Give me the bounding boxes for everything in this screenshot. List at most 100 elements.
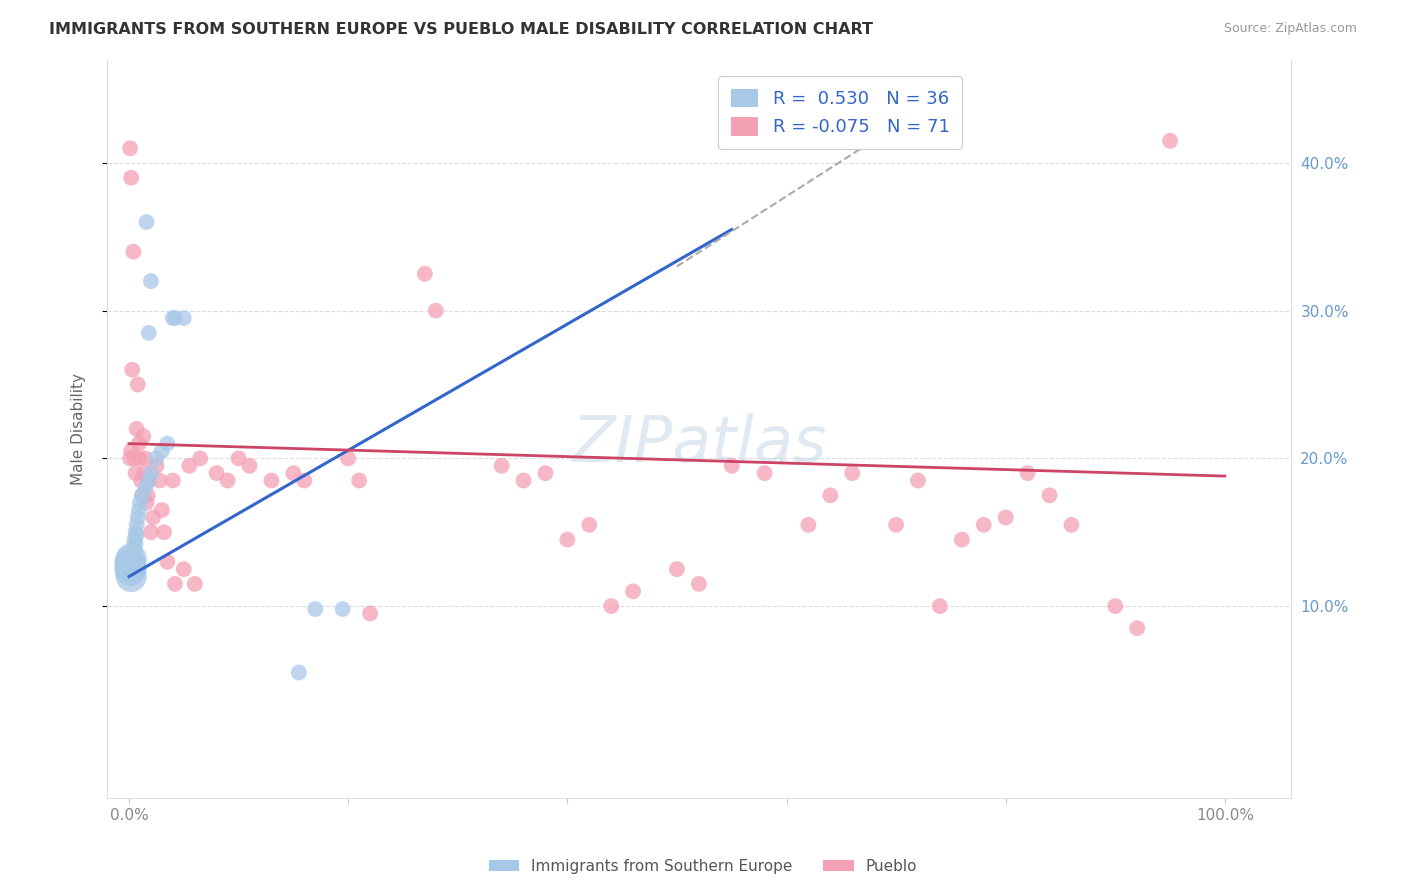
Point <box>754 466 776 480</box>
Point <box>238 458 260 473</box>
Point <box>283 466 305 480</box>
Point <box>260 474 283 488</box>
Point <box>149 474 172 488</box>
Point <box>120 551 142 566</box>
Point <box>1104 599 1126 613</box>
Point <box>135 496 157 510</box>
Point <box>129 451 152 466</box>
Point <box>188 451 211 466</box>
Point <box>122 540 145 554</box>
Point <box>534 466 557 480</box>
Point <box>120 141 142 155</box>
Point <box>665 562 688 576</box>
Point <box>173 311 195 326</box>
Point <box>184 577 207 591</box>
Point <box>156 555 179 569</box>
Point <box>120 558 142 572</box>
Point <box>1126 621 1149 635</box>
Point <box>150 444 173 458</box>
Point <box>820 488 842 502</box>
Point <box>136 488 159 502</box>
Point <box>129 496 152 510</box>
Point <box>600 599 623 613</box>
Legend: R =  0.530   N = 36, R = -0.075   N = 71: R = 0.530 N = 36, R = -0.075 N = 71 <box>718 76 962 149</box>
Point <box>153 525 176 540</box>
Point <box>973 517 995 532</box>
Point <box>128 436 150 450</box>
Point <box>120 560 142 574</box>
Point <box>124 533 146 547</box>
Point <box>121 558 143 572</box>
Point <box>139 525 162 540</box>
Point <box>156 436 179 450</box>
Point <box>142 510 165 524</box>
Point <box>292 474 315 488</box>
Point <box>841 466 863 480</box>
Point <box>125 422 148 436</box>
Point <box>124 525 146 540</box>
Point <box>128 503 150 517</box>
Point <box>132 429 155 443</box>
Point <box>120 451 142 466</box>
Point <box>124 543 146 558</box>
Point <box>134 451 156 466</box>
Text: ZIPatlas: ZIPatlas <box>571 413 827 475</box>
Point <box>512 474 534 488</box>
Point <box>121 547 143 561</box>
Point <box>162 474 184 488</box>
Point <box>131 488 153 502</box>
Point <box>288 665 311 680</box>
Point <box>120 564 142 578</box>
Point <box>139 466 162 480</box>
Point <box>929 599 952 613</box>
Point <box>359 607 381 621</box>
Point <box>720 458 742 473</box>
Point <box>228 451 250 466</box>
Point <box>557 533 579 547</box>
Point <box>120 444 142 458</box>
Point <box>127 377 149 392</box>
Y-axis label: Male Disability: Male Disability <box>72 373 86 485</box>
Point <box>124 537 146 551</box>
Point <box>1038 488 1060 502</box>
Point <box>134 466 156 480</box>
Point <box>797 517 820 532</box>
Point <box>150 503 173 517</box>
Point <box>127 510 149 524</box>
Point <box>173 562 195 576</box>
Point <box>138 474 160 488</box>
Point <box>162 311 184 326</box>
Point <box>205 466 228 480</box>
Point <box>347 474 370 488</box>
Point <box>129 474 152 488</box>
Point <box>124 466 146 480</box>
Point <box>120 170 142 185</box>
Point <box>135 215 157 229</box>
Point <box>994 510 1017 524</box>
Point <box>1060 517 1083 532</box>
Point <box>120 562 142 576</box>
Point <box>621 584 644 599</box>
Point <box>145 458 167 473</box>
Point <box>134 481 156 495</box>
Point <box>121 363 143 377</box>
Point <box>120 555 142 569</box>
Point <box>125 517 148 532</box>
Point <box>124 451 146 466</box>
Point <box>413 267 436 281</box>
Point <box>138 326 160 340</box>
Point <box>122 551 145 566</box>
Point <box>304 602 326 616</box>
Point <box>217 474 239 488</box>
Point <box>163 311 186 326</box>
Point <box>950 533 973 547</box>
Point <box>125 528 148 542</box>
Point <box>131 488 153 502</box>
Point <box>578 517 600 532</box>
Point <box>138 474 160 488</box>
Point <box>145 451 167 466</box>
Point <box>122 244 145 259</box>
Point <box>1159 134 1181 148</box>
Point <box>332 602 354 616</box>
Point <box>491 458 513 473</box>
